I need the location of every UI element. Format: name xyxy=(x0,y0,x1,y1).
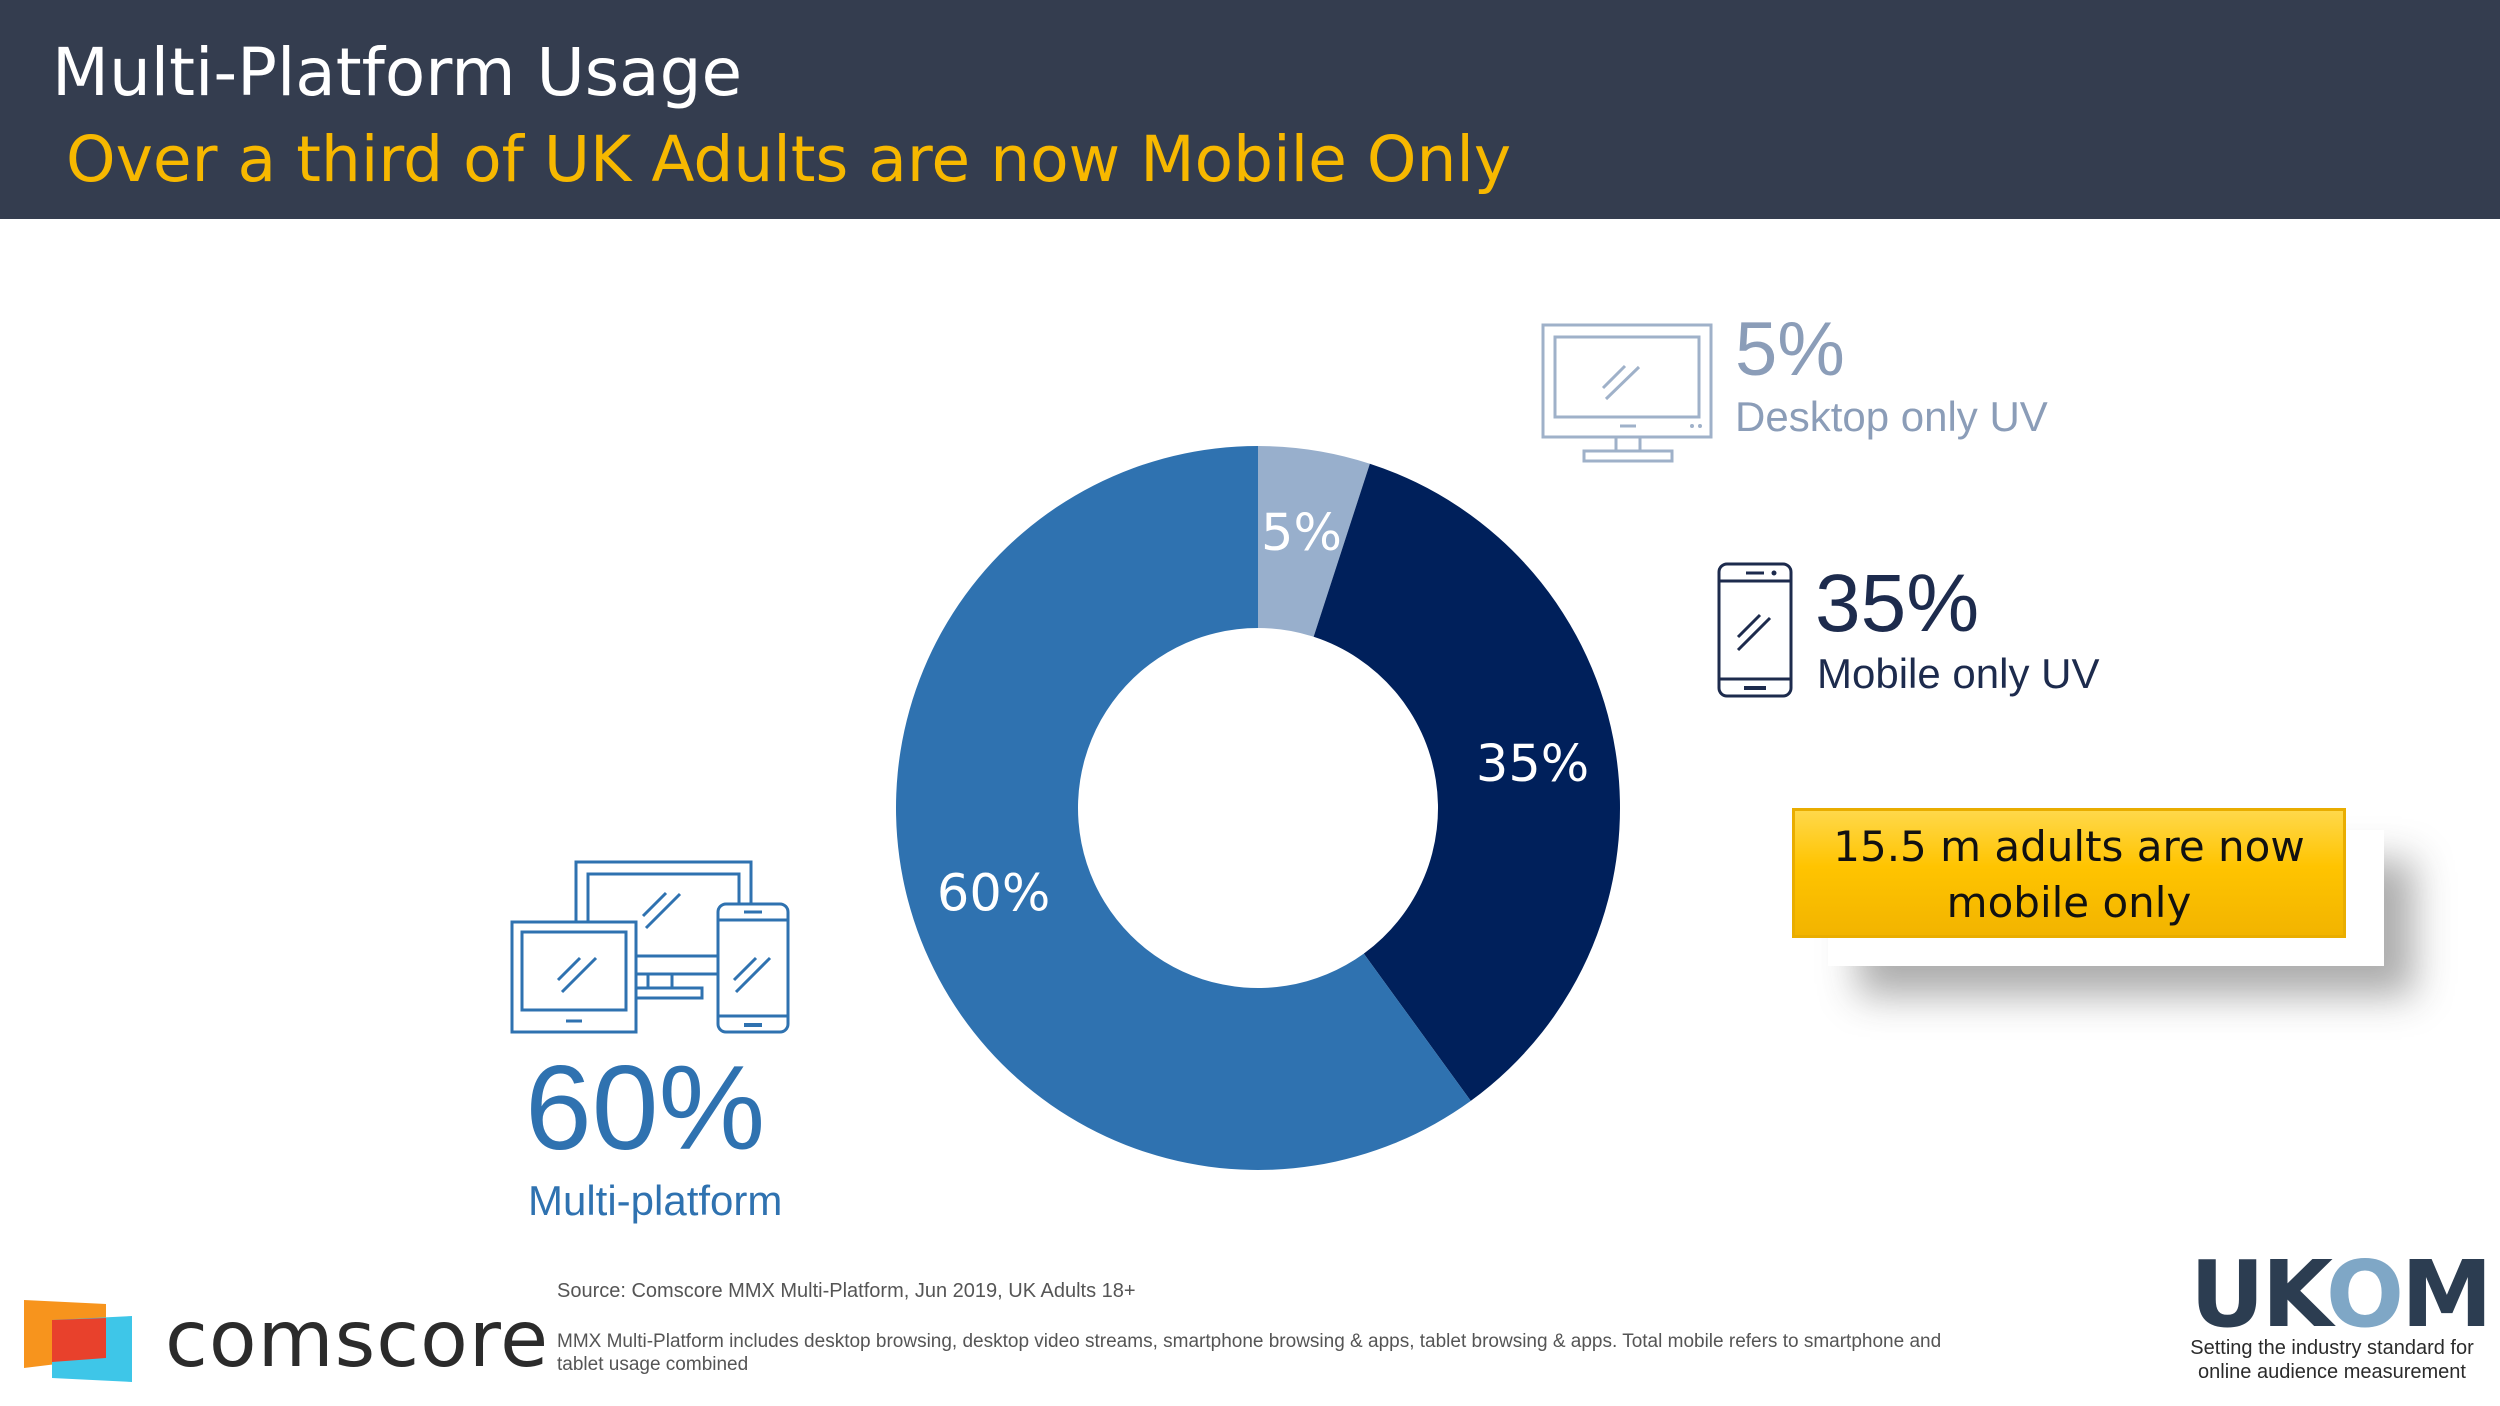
mobile-only-callout: 15.5 m adults are now mobile only xyxy=(1792,808,2346,938)
mobile-only-label: Mobile only UV xyxy=(1817,650,2100,697)
source-note: Source: Comscore MMX Multi-Platform, Jun… xyxy=(557,1280,1136,1302)
ukom-logo-o: O xyxy=(2325,1241,2404,1348)
desktop-monitor-icon xyxy=(1541,323,1713,463)
comscore-logo-icon xyxy=(24,1300,132,1382)
ukom-logo: UKOM xyxy=(2190,1245,2493,1345)
donut-slice-labels: 5% 35% 60% xyxy=(937,504,1589,923)
ukom-logo-text: UKOM xyxy=(2190,1241,2493,1348)
multi-device-icon xyxy=(510,860,790,1034)
donut-slices xyxy=(896,446,1621,1170)
comscore-logo: comscore xyxy=(165,1295,550,1385)
donut-slice-label: 35% xyxy=(1476,735,1589,794)
page-title: Multi-Platform Usage xyxy=(52,34,743,111)
page-subtitle: Over a third of UK Adults are now Mobile… xyxy=(66,123,1512,196)
multi-platform-label: Multi-platform xyxy=(528,1177,783,1224)
donut-slice-label: 60% xyxy=(937,864,1050,923)
donut-slice-mobile-only-uv xyxy=(1313,463,1621,1101)
callout-line-1: 15.5 m adults are now xyxy=(1833,822,2305,871)
donut-slice-label: 5% xyxy=(1261,504,1342,563)
ukom-tagline: Setting the industry standard for online… xyxy=(2190,1337,2474,1383)
smartphone-icon xyxy=(1717,562,1793,698)
multi-platform-value: 60% xyxy=(525,1041,766,1175)
desktop-only-value: 5% xyxy=(1735,307,1845,392)
desktop-only-label: Desktop only UV xyxy=(1735,393,2048,440)
header-bar: Multi-Platform Usage Over a third of UK … xyxy=(0,0,2500,219)
methodology-note: MMX Multi-Platform includes desktop brow… xyxy=(557,1331,1942,1375)
mobile-only-value: 35% xyxy=(1815,558,1980,649)
donut-slice-desktop-only-uv xyxy=(1258,446,1370,637)
callout-line-2: mobile only xyxy=(1946,878,2192,927)
donut-slice-multi-platform xyxy=(896,446,1471,1170)
